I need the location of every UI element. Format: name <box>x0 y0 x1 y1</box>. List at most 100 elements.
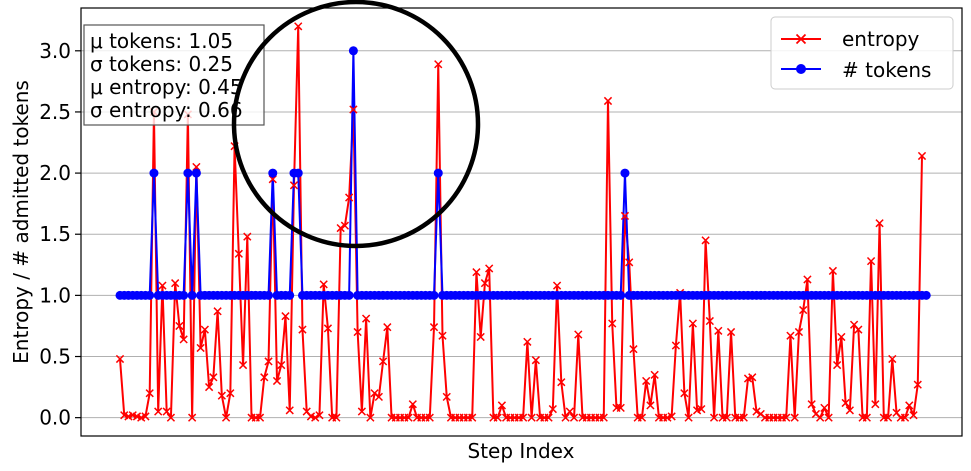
stats-mean-entropy: μ entropy: 0.45 <box>90 75 243 99</box>
entropy-point <box>913 380 922 389</box>
legend-box <box>770 16 954 90</box>
entropy-point <box>221 413 231 422</box>
entropy-point <box>217 391 226 400</box>
stats-annotation-box: μ tokens: 1.05 σ tokens: 0.25 μ entropy:… <box>83 24 265 126</box>
entropy-point <box>260 373 269 382</box>
entropy-point <box>862 413 871 422</box>
tokens-point <box>348 46 358 56</box>
entropy-point <box>697 404 706 414</box>
entropy-point <box>319 280 328 289</box>
legend-entry-tokens: # tokens <box>781 58 931 82</box>
entropy-point <box>175 321 184 331</box>
entropy-point <box>917 151 927 161</box>
tokens-point <box>183 168 193 178</box>
tokens-point <box>179 290 189 300</box>
entropy-point <box>361 314 371 323</box>
stats-mean-tokens: μ tokens: 1.05 <box>90 29 233 53</box>
legend-x-marker-icon <box>795 33 807 45</box>
entropy-point <box>281 312 290 321</box>
entropy-point <box>476 332 485 342</box>
entropy-point <box>875 219 884 228</box>
entropy-point <box>234 249 243 258</box>
entropy-point <box>608 319 617 328</box>
entropy-point <box>722 413 731 422</box>
tokens-point <box>433 168 443 178</box>
entropy-point <box>557 378 566 387</box>
y-tick-label: 0.5 <box>39 345 71 369</box>
entropy-point <box>115 354 125 364</box>
legend-label-tokens: # tokens <box>842 58 931 82</box>
entropy-point <box>548 404 557 414</box>
entropy-point <box>828 266 838 276</box>
entropy-point <box>671 341 681 350</box>
entropy-point <box>480 279 490 288</box>
tokens-point <box>145 290 155 300</box>
entropy-point <box>289 181 299 190</box>
entropy-point <box>833 360 842 370</box>
tokens-point <box>264 290 274 300</box>
entropy-point <box>739 413 748 422</box>
entropy-point <box>616 403 625 413</box>
entropy-point <box>497 401 507 410</box>
entropy-point <box>204 382 214 392</box>
entropy-point <box>782 413 791 422</box>
tokens-point <box>293 168 303 178</box>
entropy-point <box>790 413 799 422</box>
y-tick-label: 3.0 <box>39 39 71 63</box>
entropy-point <box>561 413 570 422</box>
y-tick-label: 2.0 <box>39 161 71 185</box>
entropy-point <box>425 413 434 422</box>
entropy-point <box>620 211 630 221</box>
tokens-point <box>149 168 159 178</box>
entropy-point <box>285 406 294 415</box>
entropy-point <box>166 413 176 422</box>
series-line-entropy <box>119 25 923 419</box>
entropy-point <box>243 232 252 241</box>
entropy-point <box>518 413 528 422</box>
entropy-point <box>357 407 367 416</box>
entropy-point <box>438 331 447 340</box>
entropy-point <box>642 376 651 386</box>
entropy-point <box>866 257 876 266</box>
entropy-point <box>637 413 647 422</box>
entropy-point <box>574 330 583 339</box>
y-tick-label: 1.5 <box>39 222 71 246</box>
entropy-point <box>315 411 324 420</box>
highlight-circle <box>231 0 481 249</box>
entropy-point <box>705 316 714 326</box>
entropy-point <box>323 324 333 333</box>
entropy-point <box>552 281 562 290</box>
tokens-point <box>921 290 931 300</box>
legend-entry-entropy: entropy <box>781 27 920 51</box>
entropy-point <box>171 279 180 288</box>
tokens-point <box>344 290 354 300</box>
entropy-point <box>468 413 477 422</box>
entropy-point <box>888 354 897 364</box>
y-tick-label: 1.0 <box>39 283 71 307</box>
entropy-point <box>226 389 235 398</box>
entropy-point <box>158 281 167 290</box>
entropy-point <box>404 413 413 422</box>
tokens-point <box>285 290 295 300</box>
entropy-point <box>629 345 638 354</box>
stats-std-entropy: σ entropy: 0.66 <box>90 98 243 122</box>
entropy-point <box>883 413 893 422</box>
entropy-point <box>854 325 863 334</box>
entropy-point <box>345 193 354 202</box>
entropy-point <box>264 357 273 366</box>
entropy-point <box>799 305 808 315</box>
entropy-point <box>824 413 833 422</box>
tokens-point <box>620 168 630 178</box>
entropy-point <box>816 413 825 422</box>
entropy-point <box>272 376 282 386</box>
entropy-point <box>794 327 804 337</box>
entropy-point <box>383 323 392 332</box>
entropy-point <box>238 360 248 370</box>
plot-frame <box>80 7 963 437</box>
entropy-point <box>909 411 918 420</box>
entropy-point <box>493 413 502 422</box>
entropy-point <box>188 413 197 422</box>
entropy-point <box>340 221 350 230</box>
legend-dot-marker-icon <box>796 64 806 74</box>
entropy-point <box>684 413 693 422</box>
